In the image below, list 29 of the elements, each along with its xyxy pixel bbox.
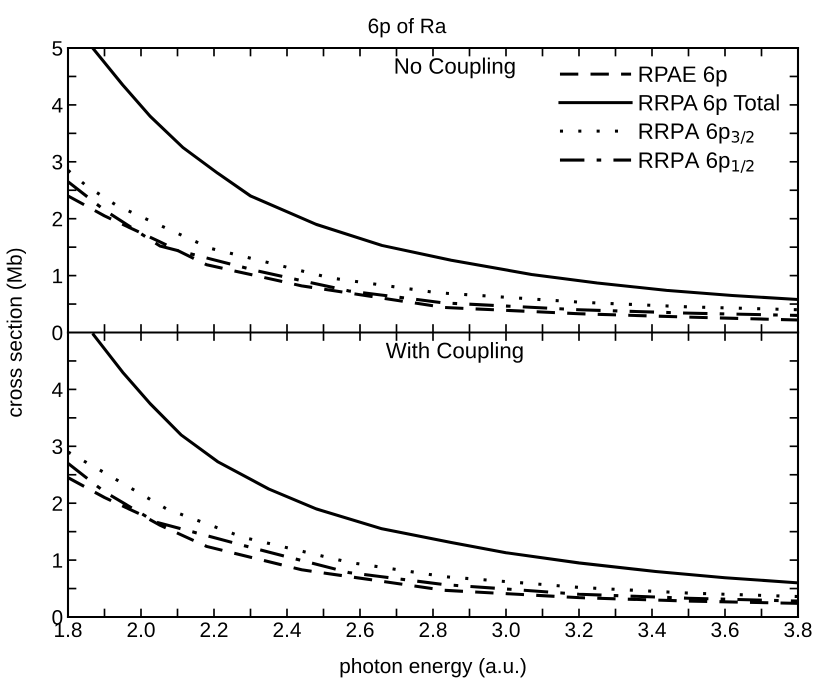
x-tick-label: 3.2	[565, 622, 592, 638]
legend-label: RPAE 6p	[640, 66, 727, 86]
legend-label: RRPA 6p$_{3/2}$	[640, 123, 754, 144]
legend-label: RRPA 6p Total	[640, 94, 779, 115]
y-tick-label: 1	[53, 268, 62, 284]
x-axis-title: photon energy (a.u.)	[340, 658, 526, 678]
y-tick-label: 4	[52, 382, 63, 397]
y-axis-title: cross section (Mb)	[6, 248, 26, 417]
y-tick-label: 1	[53, 553, 62, 568]
x-tick-label: 3.0	[492, 622, 520, 638]
legend-label: RRPA 6p$_{1/2}$	[640, 152, 754, 173]
x-tick-label: 2.0	[128, 622, 155, 638]
chart-title: 6p of Ra	[368, 18, 446, 38]
y-tick-label: 2	[52, 496, 62, 511]
y-tick-label: 3	[52, 154, 62, 170]
x-tick-label: 3.8	[784, 622, 812, 638]
y-tick-label: 0	[52, 326, 62, 340]
x-tick-label: 3.6	[711, 622, 739, 638]
y-tick-label: 4	[52, 98, 63, 112]
annotation: No Coupling	[396, 58, 515, 78]
x-tick-label: 2.2	[200, 622, 228, 637]
y-tick-label: 3	[52, 439, 62, 454]
y-tick-label: 2	[52, 212, 62, 226]
x-tick-label: 2.4	[274, 622, 301, 637]
x-tick-label: 2.8	[420, 622, 447, 638]
x-tick-label: 2.6	[346, 622, 374, 638]
y-tick-label: 5	[52, 41, 62, 56]
x-tick-label: 3.4	[638, 622, 666, 638]
annotation: With Coupling	[386, 342, 523, 363]
